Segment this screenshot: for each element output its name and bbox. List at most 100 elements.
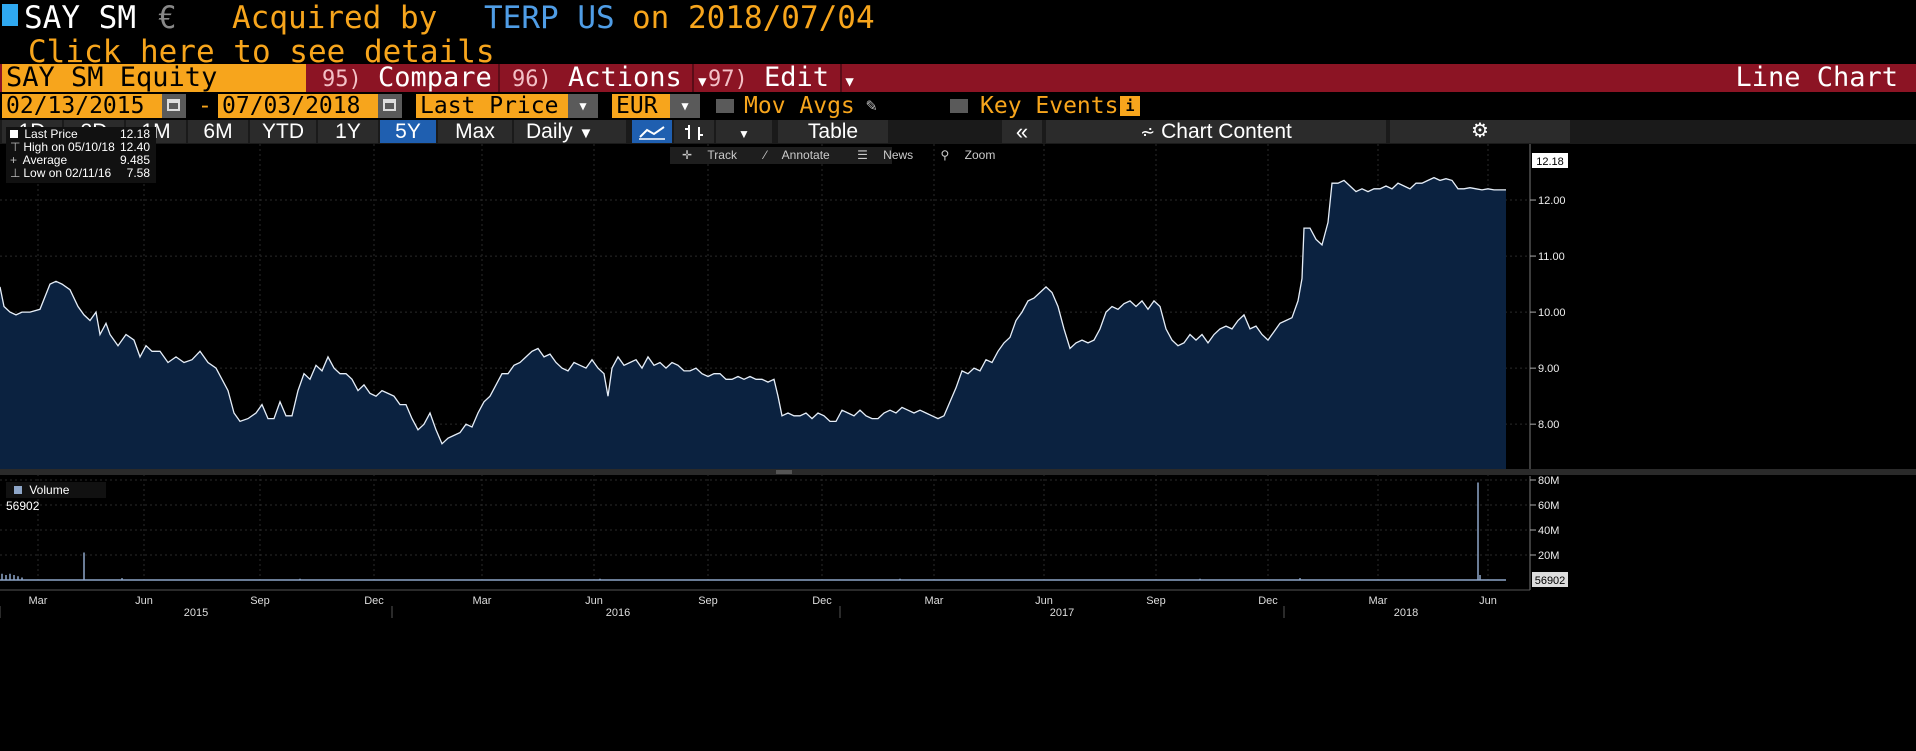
legend-label: Last Price — [24, 127, 78, 141]
start-date-field[interactable]: 02/13/2015 — [2, 94, 162, 118]
volume-legend[interactable]: Volume 56902 — [6, 482, 106, 513]
volume-y-tick-label: 60M — [1538, 500, 1559, 512]
high-marker-icon: ⊤ — [10, 140, 21, 154]
legend-label: Average — [22, 153, 68, 167]
calendar-icon[interactable] — [378, 94, 402, 118]
pencil-icon[interactable]: ✎ — [866, 95, 877, 116]
x-tick-label: Mar — [1369, 595, 1388, 607]
period-bar: 1D 3D 1M 6M YTD 1Y 5Y Max Daily ▼ ▼ Tabl… — [0, 120, 1916, 144]
last-price-tag: 12.18 — [1532, 153, 1568, 168]
info-icon[interactable]: i — [1120, 96, 1140, 116]
period-max[interactable]: Max — [438, 120, 512, 143]
volume-swatch — [14, 486, 22, 494]
track-label: Track — [707, 148, 737, 162]
y-tick-label: 10.00 — [1538, 307, 1566, 319]
period-5y[interactable]: 5Y — [380, 120, 436, 143]
chevron-down-icon: ▼ — [698, 74, 707, 90]
chart-style-dropdown[interactable]: ▼ — [716, 120, 772, 143]
actions-num: 96) — [512, 67, 552, 92]
frequency-label: Daily — [526, 120, 573, 143]
chart-content-button[interactable]: ⩫ Chart Content — [1046, 120, 1386, 143]
legend-value: 9.485 — [119, 153, 150, 167]
annotate-icon: ⁄ — [764, 148, 767, 162]
pane-separator[interactable] — [0, 469, 1916, 475]
volume-y-tick-label: 40M — [1538, 525, 1559, 537]
edit-label: Edit — [764, 62, 830, 93]
gear-icon[interactable]: ⚙ — [1390, 120, 1570, 143]
chart-settings-bar: 02/13/2015 - 07/03/2018 Last Price ▼ EUR… — [0, 94, 1916, 119]
last-price-tag-text: 12.18 — [1536, 156, 1564, 168]
chevron-down-icon[interactable]: ▼ — [568, 94, 598, 118]
legend-row-average[interactable]: + Average 9.485 — [10, 153, 154, 168]
average-marker-icon: + — [10, 153, 18, 167]
x-tick-label: Mar — [473, 595, 492, 607]
annotate-label: Annotate — [781, 148, 830, 162]
compare-button[interactable]: 95) Compare — [312, 64, 500, 92]
news-label: News — [883, 148, 914, 162]
frequency-select[interactable]: Daily ▼ — [514, 120, 626, 143]
chevron-down-icon: ▼ — [738, 127, 750, 141]
main-toolbar: SAY SM Equity 95) Compare 96) Actions ▼ … — [0, 64, 1916, 92]
table-button[interactable]: Table — [778, 120, 888, 143]
zoom-label: Zoom — [964, 148, 996, 162]
volume-axis-labels: 20M 40M 60M 80M — [1530, 475, 1559, 562]
legend-row-last-price[interactable]: Last Price 12.18 — [10, 127, 154, 142]
acquisition-date: on 2018/07/04 — [632, 0, 875, 36]
security-field[interactable]: SAY SM Equity — [2, 64, 306, 92]
chevron-down-icon: ▼ — [845, 74, 854, 90]
chart-area[interactable]: 8.00 9.00 10.00 11.00 12.00 20M 40M 60M 80M 12.… — [0, 144, 1916, 751]
volume-legend-label: Volume 56902 — [6, 483, 70, 513]
chevron-down-icon: ▼ — [578, 125, 594, 142]
x-tick-label: Jun — [135, 595, 153, 607]
x-tick-label: Jun — [585, 595, 603, 607]
collapse-icon[interactable]: « — [1002, 120, 1042, 143]
actions-button[interactable]: 96) Actions ▼ — [502, 62, 707, 93]
chevron-down-icon[interactable]: ▼ — [670, 94, 700, 118]
period-1y[interactable]: 1Y — [318, 120, 378, 143]
currency-select[interactable]: EUR — [612, 94, 670, 118]
volume-grid — [0, 479, 1530, 556]
y-tick-label: 9.00 — [1538, 363, 1559, 375]
volume-bars — [0, 482, 1506, 581]
x-tick-label: Jun — [1035, 595, 1053, 607]
key-events-checkbox[interactable] — [950, 99, 968, 113]
year-tick-label: 2016 — [606, 607, 630, 619]
x-tick-label: Jun — [1479, 595, 1497, 607]
line-chart-icon[interactable] — [632, 120, 672, 143]
chart-content-label: Chart Content — [1161, 120, 1292, 143]
edit-button[interactable]: 97) Edit ▼ — [696, 62, 854, 93]
end-date-field[interactable]: 07/03/2018 — [218, 94, 378, 118]
legend-swatch — [10, 130, 18, 138]
x-tick-label: Dec — [812, 595, 832, 607]
period-ytd[interactable]: YTD — [250, 120, 316, 143]
chart-tools-bar: ✛ Track ⁄ Annotate ☰ News ⚲ Zoom — [670, 147, 995, 164]
last-volume-tag-text: 56902 — [1535, 575, 1566, 587]
x-tick-label: Dec — [364, 595, 384, 607]
pane-separator-handle[interactable] — [776, 470, 792, 474]
price-field-select[interactable]: Last Price — [416, 94, 568, 118]
currency-symbol: € — [158, 0, 177, 36]
period-6m[interactable]: 6M — [188, 120, 248, 143]
acquirer-ticker[interactable]: TERP US — [484, 0, 615, 36]
ticker: SAY SM — [24, 0, 136, 36]
zoom-tool[interactable]: ⚲ Zoom — [935, 148, 1002, 162]
crosshair-icon: ✛ — [682, 148, 693, 162]
actions-label: Actions — [568, 62, 682, 93]
legend-row-high[interactable]: ⊤ High on 05/10/18 12.40 — [10, 140, 154, 155]
volume-y-tick-label: 80M — [1538, 475, 1559, 487]
news-icon: ☰ — [857, 148, 868, 162]
legend-row-low[interactable]: ⊥ Low on 02/11/16 7.58 — [10, 166, 154, 181]
x-tick-label: Mar — [925, 595, 944, 607]
annotate-tool[interactable]: ⁄ Annotate — [758, 148, 835, 162]
security-marker — [2, 4, 18, 26]
bar-chart-icon[interactable] — [674, 120, 714, 143]
price-legend: Last Price 12.18 ⊤ High on 05/10/18 12.4… — [6, 127, 156, 183]
legend-value: 12.18 — [119, 127, 150, 141]
news-tool[interactable]: ☰ News — [851, 148, 919, 162]
acquired-text: Acquired by — [232, 0, 438, 36]
legend-label: High on 05/10/18 — [23, 140, 115, 154]
price-line-series — [0, 176, 1506, 445]
track-tool[interactable]: ✛ Track — [676, 148, 743, 162]
calendar-icon[interactable] — [162, 94, 186, 118]
mov-avgs-checkbox[interactable] — [716, 99, 734, 113]
